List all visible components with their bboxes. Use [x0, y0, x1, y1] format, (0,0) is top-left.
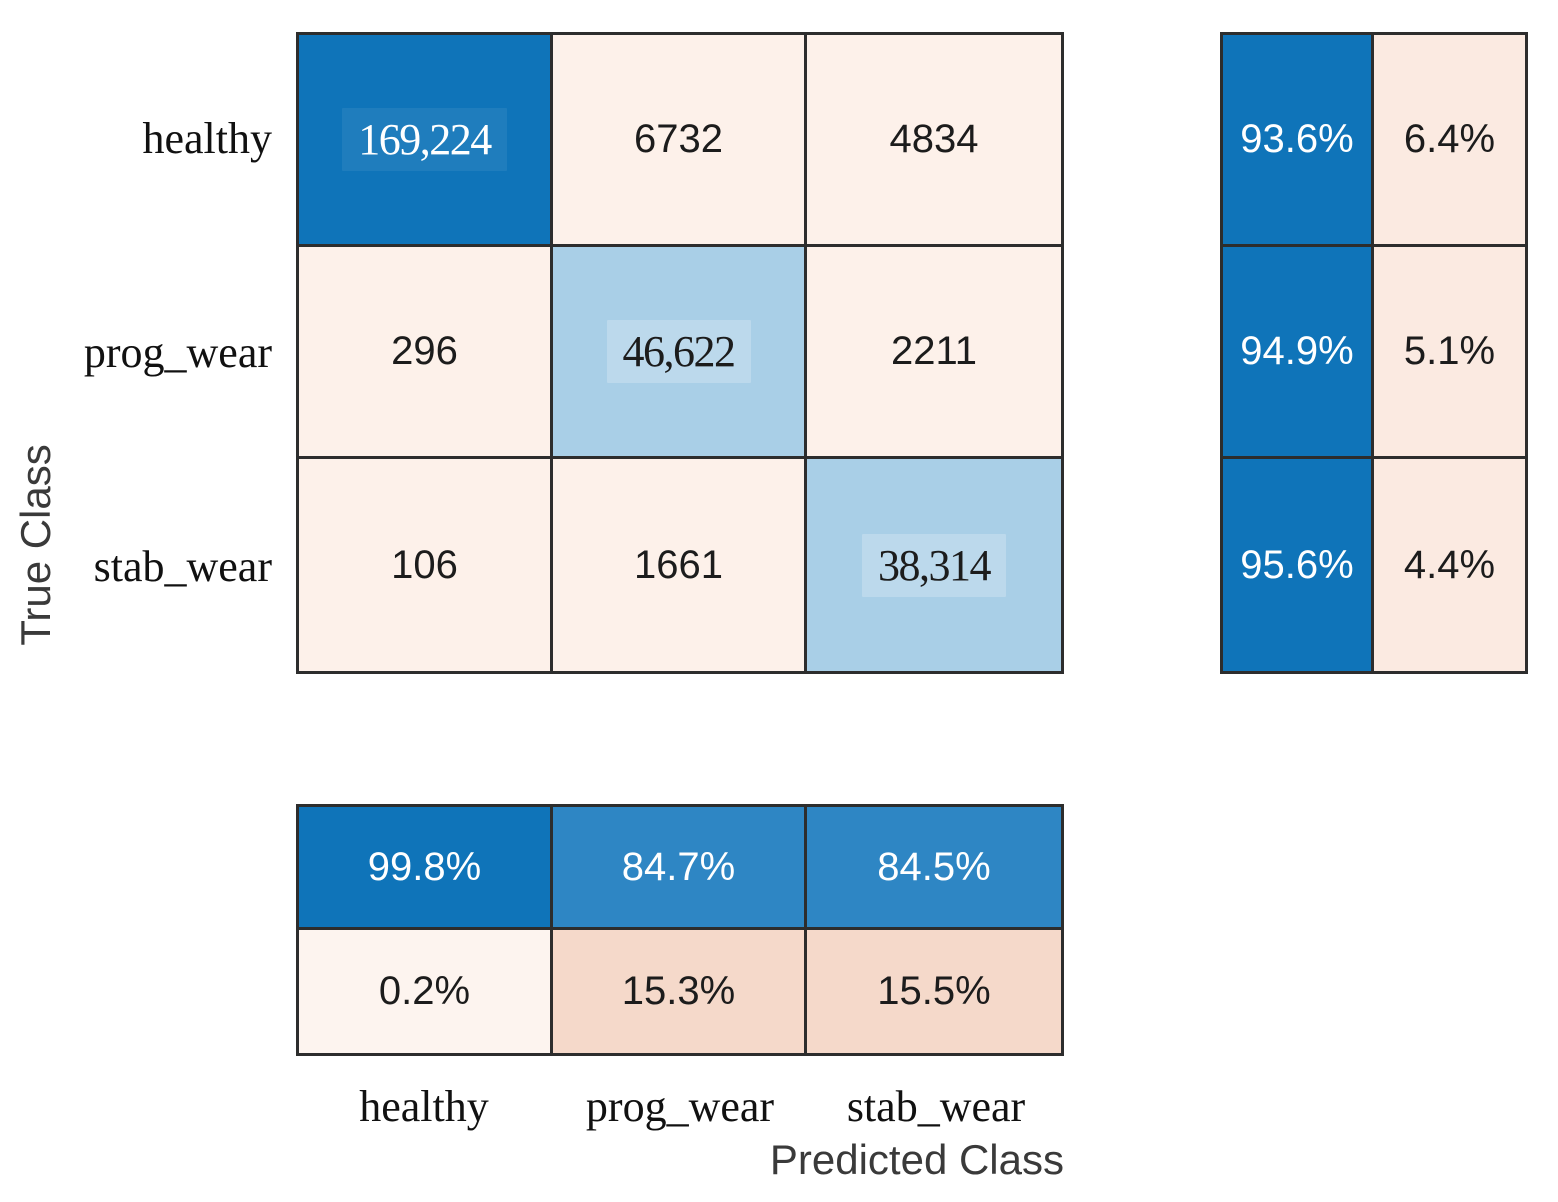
summary-value: 94.9%: [1240, 329, 1354, 373]
x-tick-stab-wear: stab_wear: [846, 1082, 1026, 1131]
y-tick-prog-wear: prog_wear: [83, 328, 272, 377]
col-summary-healthy-correct: 99.8%: [299, 807, 553, 930]
row-summary-healthy-correct: 93.6%: [1223, 35, 1374, 247]
summary-value: 4.4%: [1403, 542, 1496, 587]
summary-value: 99.8%: [367, 844, 482, 889]
summary-value: 93.6%: [1240, 117, 1354, 161]
col-summary-prog-wear-correct: 84.7%: [553, 807, 807, 930]
col-summary-prog-wear-incorrect: 15.3%: [553, 930, 807, 1053]
cell-true-stab-wear-pred-healthy: 106: [299, 459, 553, 671]
cell-true-prog-wear-pred-prog-wear: 46,622: [553, 247, 807, 459]
x-axis-title: Predicted Class: [769, 1136, 1064, 1183]
row-summary-stab-wear-incorrect: 4.4%: [1374, 459, 1525, 671]
cell-value: 106: [391, 542, 458, 587]
cell-true-healthy-pred-stab-wear: 4834: [807, 35, 1061, 247]
cell-value: 2211: [890, 329, 977, 373]
row-summary-prog-wear-incorrect: 5.1%: [1374, 247, 1525, 459]
column-summary-grid: 99.8% 84.7% 84.5% 0.2% 15.3% 15.5%: [296, 804, 1064, 1056]
cell-value: 4834: [889, 117, 979, 161]
cell-true-prog-wear-pred-healthy: 296: [299, 247, 553, 459]
row-summary-grid: 93.6% 6.4% 94.9% 5.1% 95.6% 4.4%: [1220, 32, 1528, 674]
row-summary-prog-wear-correct: 94.9%: [1223, 247, 1374, 459]
summary-value: 6.4%: [1403, 117, 1496, 161]
cell-true-stab-wear-pred-prog-wear: 1661: [553, 459, 807, 671]
y-tick-stab-wear: stab_wear: [93, 542, 272, 591]
row-summary-stab-wear-correct: 95.6%: [1223, 459, 1374, 671]
summary-value: 15.3%: [621, 969, 736, 1013]
cell-true-healthy-pred-healthy: 169,224: [299, 35, 553, 247]
y-tick-healthy: healthy: [142, 114, 272, 163]
cell-value: 169,224: [342, 108, 507, 171]
confusion-matrix-grid: 169,224 6732 4834 296 46,622 2211 106 16…: [296, 32, 1064, 674]
cell-value: 1661: [634, 542, 723, 587]
summary-value: 84.7%: [621, 844, 736, 889]
col-summary-stab-wear-correct: 84.5%: [807, 807, 1061, 930]
col-summary-stab-wear-incorrect: 15.5%: [807, 930, 1061, 1053]
cell-value: 38,314: [862, 533, 1006, 597]
cell-value: 46,622: [606, 320, 751, 383]
cell-value: 6732: [634, 117, 723, 161]
summary-value: 84.5%: [877, 844, 991, 889]
cell-true-healthy-pred-prog-wear: 6732: [553, 35, 807, 247]
x-tick-healthy: healthy: [359, 1082, 489, 1131]
summary-value: 0.2%: [378, 969, 471, 1013]
summary-value: 15.5%: [877, 969, 991, 1013]
x-tick-prog-wear: prog_wear: [585, 1082, 775, 1131]
summary-value: 95.6%: [1240, 542, 1354, 587]
cell-true-prog-wear-pred-stab-wear: 2211: [807, 247, 1061, 459]
row-summary-healthy-incorrect: 6.4%: [1374, 35, 1525, 247]
cell-value: 296: [391, 329, 458, 373]
summary-value: 5.1%: [1403, 329, 1496, 373]
cell-true-stab-wear-pred-stab-wear: 38,314: [807, 459, 1061, 671]
col-summary-healthy-incorrect: 0.2%: [299, 930, 553, 1053]
